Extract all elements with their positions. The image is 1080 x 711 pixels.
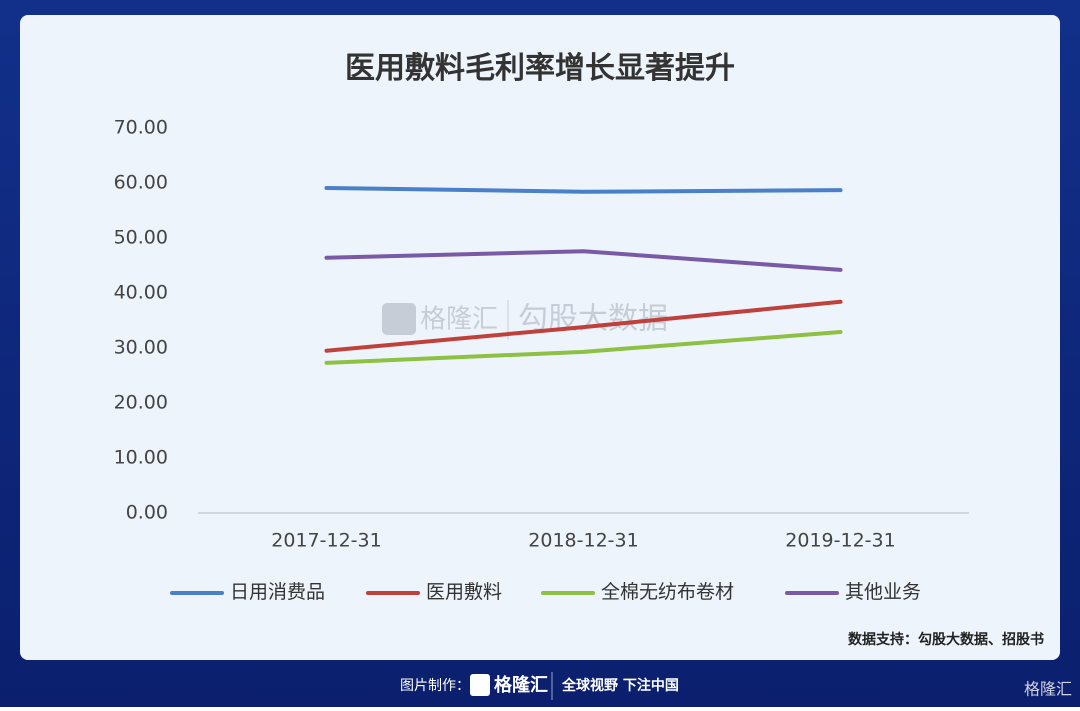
y-tick-label: 60.00 [114, 172, 168, 194]
series-line [324, 249, 843, 272]
footer-corner: 格隆汇 [1024, 680, 1072, 699]
watermark-brand: 格隆汇 [420, 305, 498, 335]
x-tick-label: 2017-12-31 [271, 530, 381, 552]
footer-made-by: 图片制作： [400, 678, 470, 694]
y-tick-label: 70.00 [114, 117, 168, 139]
footer-brand: 格隆汇 [494, 674, 548, 696]
legend-label: 医用敷料 [426, 581, 502, 603]
series-line [324, 185, 843, 194]
chart-title: 医用敷料毛利率增长显著提升 [345, 51, 735, 86]
footer-slogan: 全球视野 下注中国 [561, 677, 679, 694]
y-tick-label: 10.00 [114, 447, 168, 469]
y-tick-label: 0.00 [126, 502, 168, 524]
footer-logo [470, 674, 490, 696]
x-tick-label: 2019-12-31 [785, 530, 895, 552]
series-line [324, 330, 843, 365]
y-tick-label: 40.00 [114, 282, 168, 304]
y-tick-label: 30.00 [114, 337, 168, 359]
y-tick-label: 50.00 [114, 227, 168, 249]
legend-label: 全棉无纺布卷材 [601, 581, 734, 603]
series-line [324, 299, 843, 353]
card [20, 15, 1060, 660]
legend-label: 其他业务 [845, 581, 921, 603]
legend-label: 日用消费品 [230, 581, 325, 603]
source: 数据支持：勾股大数据、招股书 [848, 631, 1044, 648]
x-tick-label: 2018-12-31 [528, 530, 638, 552]
y-tick-label: 20.00 [114, 392, 168, 414]
watermark-logo [382, 303, 416, 335]
